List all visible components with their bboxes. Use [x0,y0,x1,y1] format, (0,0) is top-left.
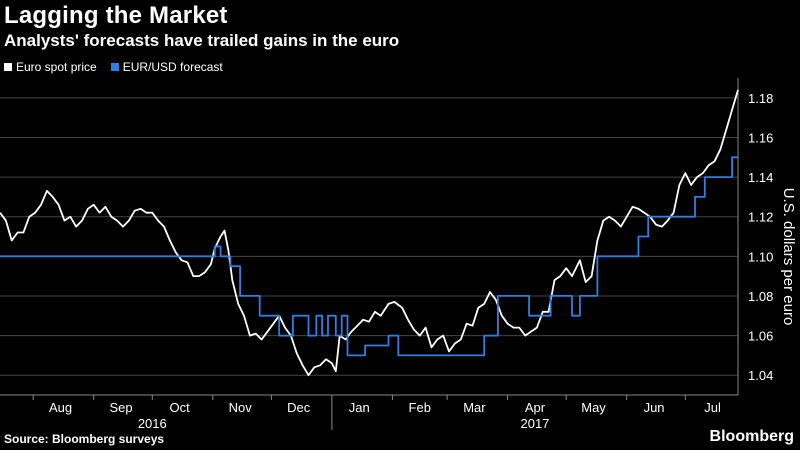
x-tick-label: May [581,400,606,415]
chart-legend: Euro spot price EUR/USD forecast [4,60,223,74]
y-tick-label: 1.12 [748,210,773,225]
x-tick-label: Aug [49,400,72,415]
year-label: 2017 [520,416,549,431]
legend-label-forecast: EUR/USD forecast [122,60,223,74]
source-note: Source: Bloomberg surveys [4,432,165,446]
bloomberg-logo: Bloomberg [709,428,794,445]
year-label: 2016 [138,416,167,431]
legend-swatch-spot [4,63,12,71]
series-line-forecast [0,156,738,357]
x-tick-label: Feb [409,400,431,415]
legend-label-spot: Euro spot price [16,60,97,74]
chart-title: Lagging the Market [4,2,228,29]
x-tick-label: Apr [525,400,546,415]
x-tick-label: Mar [463,400,486,415]
x-tick-label: Nov [229,400,253,415]
y-tick-label: 1.06 [748,329,773,344]
x-tick-label: Sep [109,400,132,415]
y-axis-title: U.S. dollars per euro [780,188,797,326]
y-tick-label: 1.14 [748,170,773,185]
x-tick-label: Jan [349,400,370,415]
x-tick-label: Jun [644,400,665,415]
legend-swatch-forecast [110,63,119,71]
y-tick-label: 1.16 [748,130,773,145]
x-tick-label: Jul [704,400,721,415]
legend-item-forecast: EUR/USD forecast [110,60,223,74]
y-tick-label: 1.08 [748,289,773,304]
y-tick-label: 1.18 [748,91,773,106]
y-tick-label: 1.10 [748,249,773,264]
legend-item-spot: Euro spot price [4,60,97,74]
y-tick-label: 1.04 [748,368,773,383]
x-tick-label: Dec [287,400,311,415]
x-tick-label: Oct [170,400,191,415]
chart-subtitle: Analysts' forecasts have trailed gains i… [4,31,400,50]
series-line-spot [0,89,739,377]
